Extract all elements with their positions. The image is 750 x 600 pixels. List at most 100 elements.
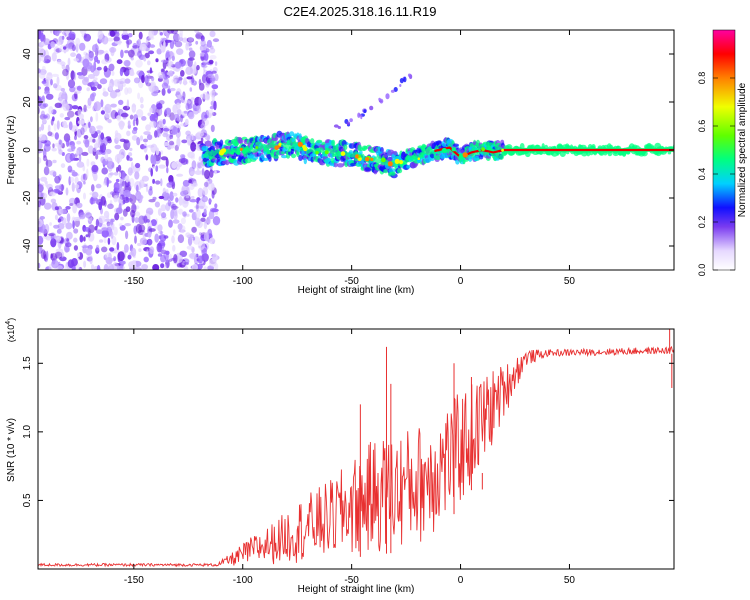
noise-blob [99,239,104,243]
noise-blob [167,59,172,69]
noise-blob [180,190,187,197]
noise-blob [164,254,169,263]
noise-blob [68,197,76,205]
noise-blob [115,194,123,202]
noise-blob [84,139,90,148]
noise-blob [148,30,155,39]
noise-blob [88,82,95,86]
noise-blob [95,183,102,189]
noise-blob [161,59,169,63]
noise-blob [214,73,219,82]
noise-blob [182,91,186,100]
noise-blob [78,154,82,162]
signal-hotspot [315,151,319,155]
noise-blob [173,229,176,236]
noise-blob [64,116,71,121]
colorbar-tick-label: 0.8 [697,72,707,85]
x-tick-label: -150 [124,575,144,586]
noise-blob [72,105,79,110]
noise-blob [56,228,62,234]
noise-blob [74,184,80,189]
signal-blob [266,154,272,159]
noise-blob [99,78,108,85]
noise-blob [172,244,176,252]
noise-blob [83,192,86,200]
noise-blob [54,102,62,109]
noise-blob [48,106,54,115]
noise-blob [53,83,58,89]
noise-blob [164,109,167,115]
noise-blob [118,223,123,227]
noise-blob [114,212,120,221]
noise-blob [73,58,79,62]
noise-blob [211,112,217,116]
noise-blob [38,86,42,90]
noise-blob [180,217,186,225]
noise-blob [76,128,83,138]
noise-blob [109,172,114,176]
noise-blob [205,48,210,53]
noise-blob [169,191,174,202]
noise-blob [201,74,208,84]
noise-blob [44,223,50,234]
colorbar-ticks: 0.0 0.2 0.4 0.6 0.8 [697,72,735,276]
noise-blob [115,183,123,189]
x-tick-label: -50 [344,276,359,287]
noise-blob [85,248,93,256]
noise-blob [135,184,139,193]
noise-blob [179,113,183,123]
signal-hotspot [370,157,374,161]
noise-blob [55,48,62,53]
harmonic-blob [403,76,407,83]
noise-blob [92,138,96,143]
noise-blob [133,77,141,84]
noise-blob [176,254,183,263]
noise-blob [95,112,99,122]
noise-blob [38,235,44,245]
noise-blob [86,158,90,167]
noise-blob [69,203,74,206]
harmonic-blob [399,84,402,87]
noise-blob [81,245,89,249]
noise-blob [183,77,187,86]
signal-blob [472,155,480,162]
noise-blob [163,235,169,239]
noise-blob [91,191,99,199]
x-tick-label: -100 [233,276,253,287]
noise-blob [186,213,190,217]
noise-blob [91,164,99,173]
noise-blob [196,64,200,71]
noise-blob [197,255,203,264]
noise-blob [123,196,130,204]
signal-blob [397,168,403,174]
noise-blob [69,86,76,93]
noise-blob [66,238,69,242]
noise-blob [54,214,59,221]
noise-blob [57,223,65,230]
noise-blob [131,104,137,108]
noise-blob [87,145,94,154]
noise-blob [116,59,123,65]
noise-blob [106,221,111,227]
noise-blob [152,155,157,166]
noise-blob [169,51,174,56]
snr-plot-area [38,329,674,568]
noise-blob [78,74,85,80]
noise-blob [152,178,156,184]
noise-blob [50,191,55,196]
noise-blob [54,142,60,147]
noise-blob [78,113,84,120]
noise-blob [140,145,147,149]
harmonic-blob [333,124,339,128]
x-tick-label: 0 [458,575,464,586]
noise-blob [200,217,206,222]
noise-blob [136,40,139,46]
noise-blob [172,219,180,224]
noise-blob [51,73,59,77]
noise-blob [211,208,219,213]
noise-blob [116,115,121,120]
noise-blob [93,147,97,153]
noise-blob [132,119,136,127]
noise-blob [146,134,153,141]
noise-blob [199,232,202,236]
